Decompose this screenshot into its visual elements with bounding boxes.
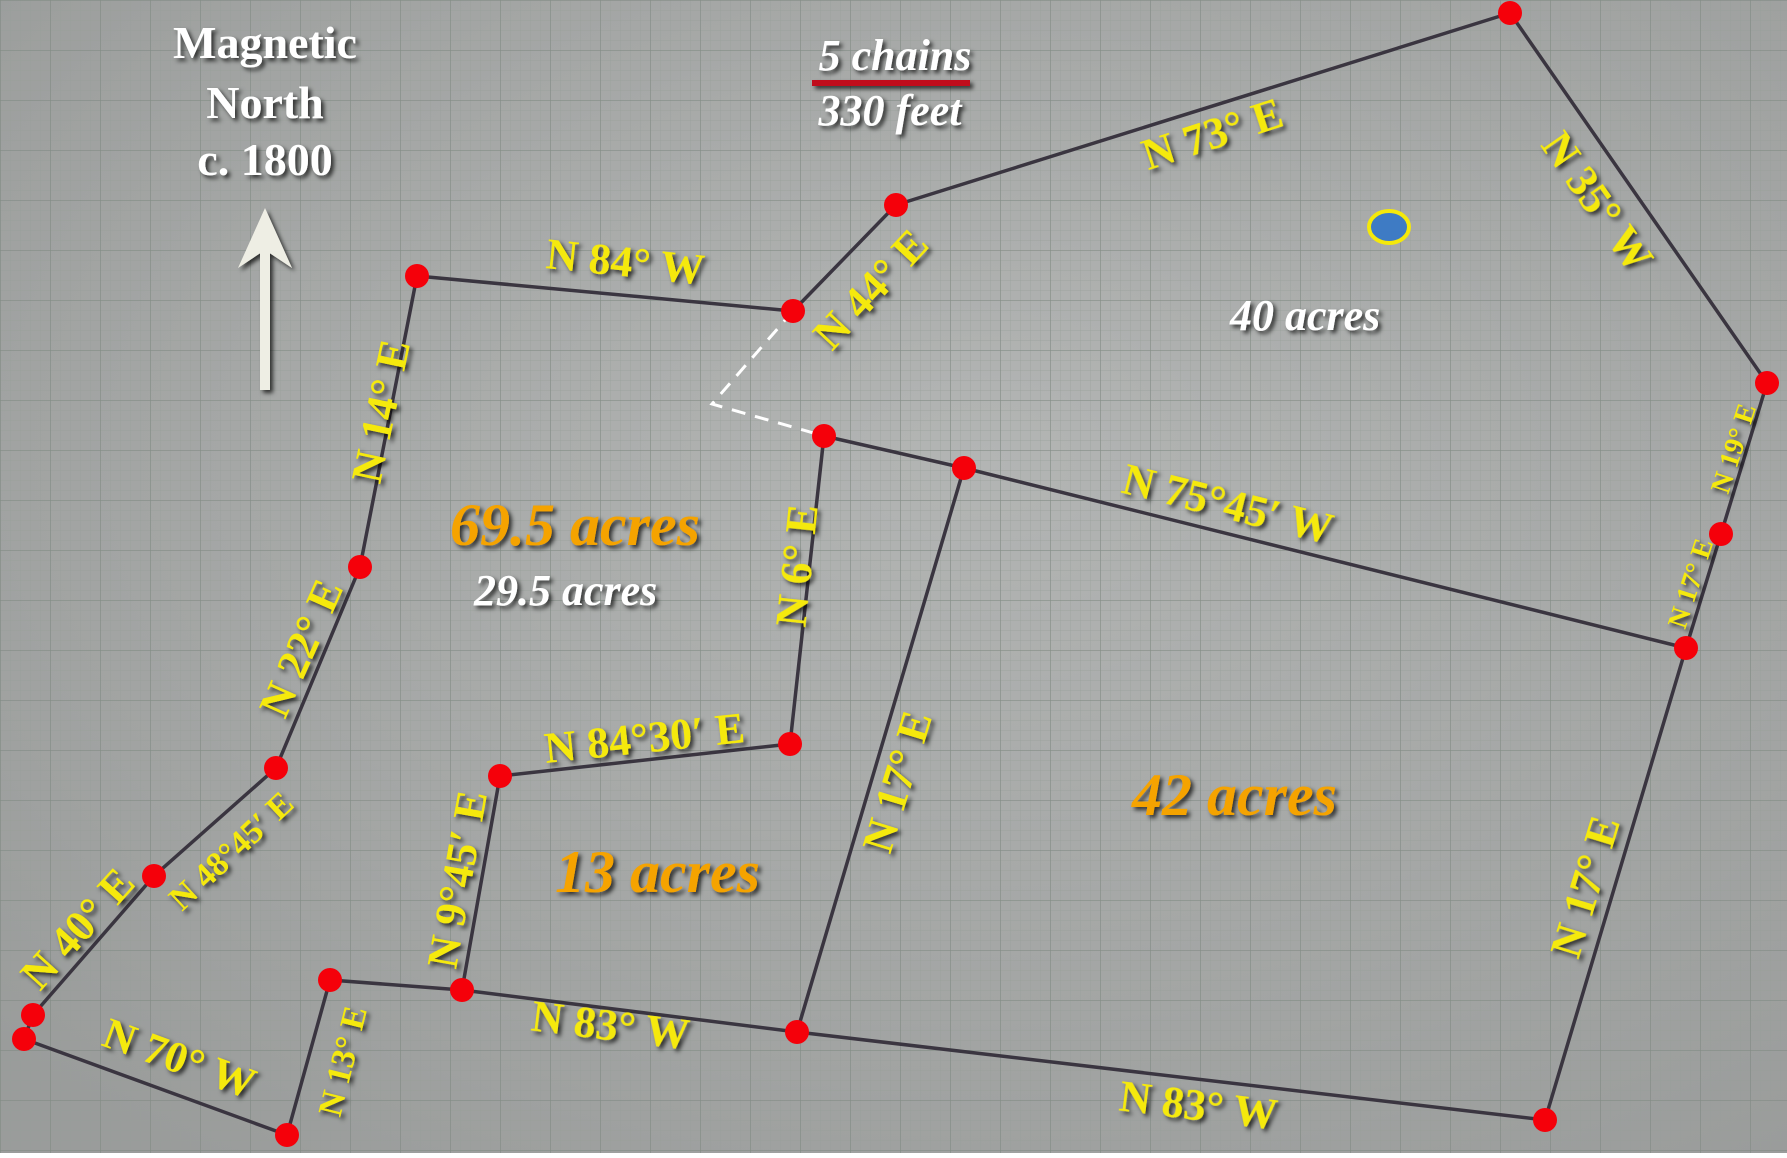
corner-markers [12,1,1779,1147]
corner [1498,1,1522,25]
corner [275,1123,299,1147]
corner [488,764,512,788]
parcel-area-label: 42 acres [1131,762,1337,828]
corner [405,264,429,288]
corner [778,732,802,756]
n17e-division [795,467,966,1033]
parcel-area-label: 13 acres [555,839,760,905]
north-label-line1: Magnetic [173,17,357,68]
dashed-old-line [709,310,825,438]
corner [1755,371,1779,395]
corner [348,555,372,579]
parcel-area-label: 40 acres [1229,291,1380,340]
corner [1674,636,1698,660]
corner [1533,1108,1557,1132]
north-arrow-icon [238,208,292,390]
scale-bar: 5 chains 330 feet [812,31,971,135]
north-label-line2: North [206,77,324,128]
scale-bar-line [812,80,970,86]
corner [318,968,342,992]
corner [142,864,166,888]
corner [264,756,288,780]
acreage-labels: 69.5 acres 29.5 acres 40 acres 13 acres … [450,291,1380,905]
north-label-line3: c. 1800 [197,134,332,185]
scale-feet: 330 feet [818,86,964,135]
corner [781,299,805,323]
scale-chains: 5 chains [819,31,972,80]
corner [952,456,976,480]
corner [12,1027,36,1051]
thirteen-acre-parcel [460,435,826,991]
corner [785,1020,809,1044]
parcel-area-label: 69.5 acres [450,492,700,558]
parcel-area-label: 29.5 acres [473,566,657,615]
corner [884,193,908,217]
north-boundary [416,10,1769,1122]
corner [450,978,474,1002]
location-marker-icon [1367,209,1411,245]
corner [1709,522,1733,546]
corner [21,1003,45,1027]
corner [812,424,836,448]
